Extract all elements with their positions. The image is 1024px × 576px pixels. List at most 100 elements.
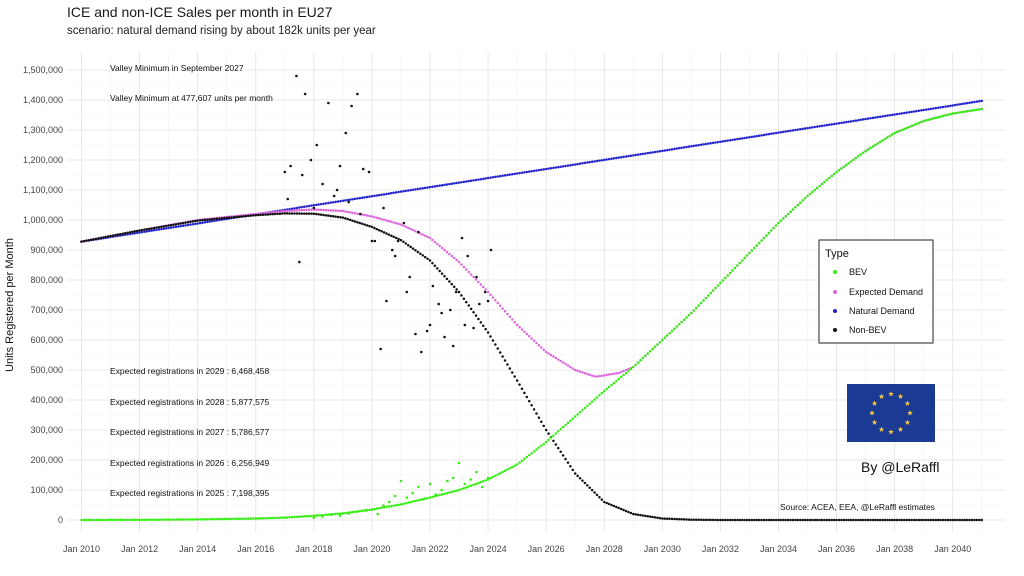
point-bev [980,107,984,111]
point-non-bev-observed [440,311,443,315]
point-natural-demand [426,186,429,189]
point-non-bev [772,518,775,522]
point-bev [523,457,526,461]
point-bev [975,108,979,111]
point-natural-demand [348,198,352,201]
point-non-bev [602,500,606,504]
point-natural-demand [174,225,178,229]
point-expected-demand [428,236,432,240]
point-expected-demand [387,219,391,223]
eu-flag-star [869,410,875,416]
point-natural-demand [641,152,645,156]
point-natural-demand [194,222,197,226]
point-non-bev [719,518,722,522]
point-bev [544,440,548,444]
point-natural-demand [716,140,720,144]
point-natural-demand [506,173,509,177]
point-non-bev [927,518,930,522]
point-non-bev-observed [417,230,420,234]
point-natural-demand [980,99,984,103]
point-natural-demand [465,180,468,183]
point-bev [244,517,248,520]
point-bev [641,356,645,360]
point-expected-demand [590,374,594,377]
point-non-bev [980,518,984,522]
point-natural-demand [820,124,824,128]
point-natural-demand [944,105,947,108]
point-non-bev [404,242,408,245]
point-bev [808,192,812,196]
point-bev [181,518,185,521]
point-bev [832,172,836,176]
point-natural-demand [336,200,340,203]
point-bev [934,116,938,120]
point-natural-demand [668,148,671,151]
point-non-bev [116,233,120,236]
point-expected-demand [544,350,548,354]
point-bev [644,354,647,357]
point-bev [409,500,412,504]
legend-marker-natural-demand [833,309,837,313]
point-natural-demand [936,106,940,109]
point-bev [387,505,391,508]
point-expected-demand [506,312,509,316]
point-bev [731,269,734,272]
point-bev [627,369,630,373]
point-non-bev [189,220,192,224]
eu-flag-star [871,419,878,425]
point-non-bev [89,238,93,241]
point-non-bev [888,518,892,522]
point-non-bev [559,450,562,453]
point-bev [114,518,117,522]
point-non-bev [554,443,558,446]
point-bev [738,261,742,265]
point-expected-demand [455,258,458,262]
point-bev [789,210,792,213]
point-natural-demand [736,137,739,141]
point-expected-demand [336,209,340,212]
point-expected-demand [426,235,429,239]
point-non-bev-observed [361,167,365,171]
point-bev [777,221,780,225]
point-bev-observed [356,510,359,513]
point-bev [317,514,320,517]
point-non-bev [126,231,129,235]
annotation-registrations-2025: Expected registrations in 2025 : 7,198,3… [110,488,270,498]
point-non-bev [102,236,105,239]
point-bev [694,306,698,310]
point-natural-demand [152,229,156,232]
point-non-bev [460,294,463,297]
point-non-bev [905,518,908,522]
point-bev [213,517,216,521]
point-natural-demand [949,104,952,108]
point-bev [116,518,120,522]
point-expected-demand [397,222,400,226]
point-bev [375,507,379,510]
point-natural-demand [898,112,901,116]
point-expected-demand [269,211,272,214]
point-natural-demand [607,157,611,161]
point-non-bev [878,518,882,522]
point-non-bev [179,222,182,225]
point-expected-demand [382,218,386,222]
point-non-bev [109,234,112,238]
point-bev [920,120,923,124]
point-bev [915,122,918,126]
point-bev [174,518,178,521]
point-non-bev [348,218,352,222]
point-non-bev [714,518,717,522]
point-bev [704,296,708,300]
point-natural-demand [544,167,548,171]
point-non-bev [738,518,742,522]
y-tick-label: 1,100,000 [23,185,63,195]
point-natural-demand [131,232,134,235]
point-natural-demand [157,228,161,231]
point-non-bev [622,508,625,512]
point-bev [883,137,887,141]
point-non-bev-observed [428,323,432,327]
point-bev [307,514,311,518]
point-natural-demand [135,231,139,235]
point-natural-demand [450,182,454,185]
point-natural-demand [767,132,771,136]
point-bev [87,518,91,522]
